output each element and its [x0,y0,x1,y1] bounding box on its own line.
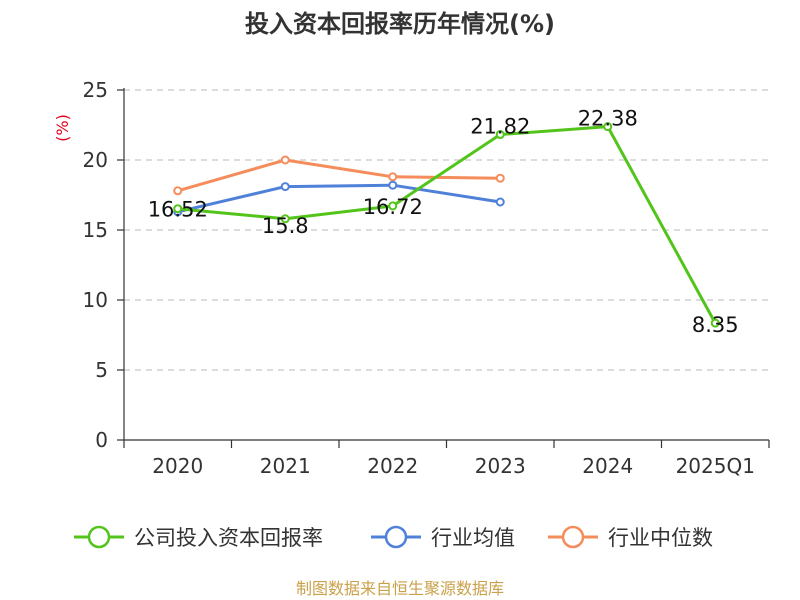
x-tick-label: 2024 [582,454,633,478]
chart-title: 投入资本回报率历年情况(%) [245,10,555,38]
x-tick-label: 2025Q1 [676,454,755,478]
data-point [495,173,505,183]
data-source-note: 制图数据来自恒生聚源数据库 [296,579,504,598]
x-tick-label: 2022 [367,454,418,478]
gridlines [124,89,769,371]
axes: 0 5 10 15 20 25 2020 2021 2022 2023 2024 2025Q1 [83,78,770,478]
y-tick-label: 20 [83,148,108,172]
series-group [173,122,720,328]
y-tick-label: 25 [83,78,108,102]
legend-item[interactable]: 行业均值 [371,525,515,550]
legend-marker [384,525,408,549]
data-label: 8.35 [692,313,739,337]
data-label: 15.8 [262,214,309,238]
y-tick-label: 15 [83,218,108,242]
data-point [388,172,398,182]
x-tick-label: 2023 [475,454,526,478]
data-label: 16.72 [363,195,423,219]
data-label: 16.52 [148,198,208,222]
data-labels: 16.52 15.8 16.72 21.82 22.38 8.35 [148,107,739,337]
y-tick-label: 5 [95,358,108,382]
y-tick-label: 10 [83,288,108,312]
data-point [173,204,183,214]
data-point [388,180,398,190]
data-point [388,201,398,211]
series-line [177,125,717,324]
series-line [177,158,501,193]
data-point [495,197,505,207]
legend-item[interactable]: 公司投入资本回报率 [74,525,323,550]
data-point [280,155,290,165]
data-label: 21.82 [470,115,530,139]
legend-label: 公司投入资本回报率 [134,526,323,550]
legend-item[interactable]: 行业中位数 [548,525,713,550]
x-tick-label: 2021 [260,454,311,478]
data-point [280,214,290,224]
data-point [495,130,505,140]
legend-label: 行业中位数 [608,526,713,550]
data-point [280,182,290,192]
series-line [177,183,501,214]
data-point [603,122,613,132]
legend: 公司投入资本回报率 行业均值 行业中位数 [74,525,713,550]
x-tick-label: 2020 [152,454,203,478]
legend-marker [561,525,585,549]
y-tick-label: 0 [95,428,108,452]
legend-marker [87,525,111,549]
data-label: 22.38 [578,107,638,131]
data-point [173,186,183,196]
y-axis-unit: (%) [53,114,72,142]
legend-label: 行业均值 [431,526,515,550]
data-point [710,318,720,328]
